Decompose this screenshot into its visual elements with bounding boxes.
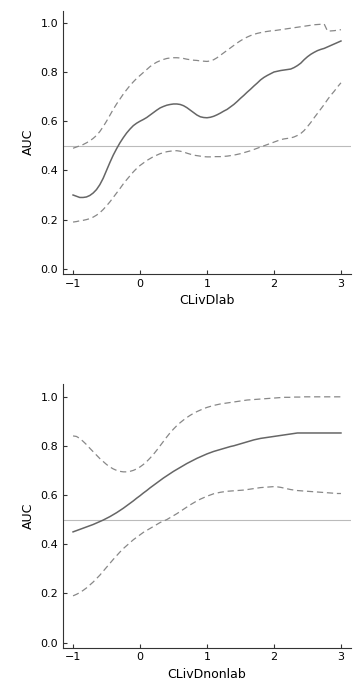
Y-axis label: AUC: AUC [22,129,35,155]
X-axis label: CLivDlab: CLivDlab [179,294,235,307]
X-axis label: CLivDnonlab: CLivDnonlab [168,668,246,681]
Y-axis label: AUC: AUC [22,503,35,529]
